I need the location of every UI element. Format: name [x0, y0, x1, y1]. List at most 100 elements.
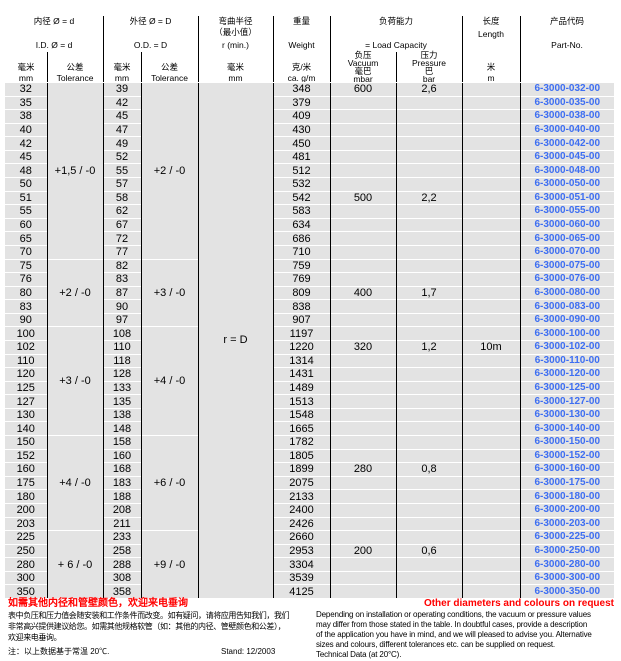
table-row: 100 +3 / -0 108 +4 / -0 1197 6-3000-100-00 [5, 326, 614, 436]
part-number-link[interactable]: 6-3000-065-00 [519, 231, 614, 246]
table-row: 75 +2 / -0 82 +3 / -0 759 6-3000-075-00 [5, 258, 614, 327]
part-number-link[interactable]: 6-3000-180-00 [519, 489, 614, 504]
part-number-link[interactable]: 6-3000-152-00 [519, 448, 614, 463]
part-number-link[interactable]: 6-3000-150-00 [519, 435, 614, 450]
part-number-link[interactable]: 6-3000-045-00 [519, 149, 614, 164]
id-tolerance-cell: +3 / -0 [46, 326, 103, 436]
length-cell [461, 136, 520, 151]
part-number-link[interactable]: 6-3000-250-00 [519, 543, 614, 558]
length-cell [461, 584, 520, 598]
od-tolerance-cell: +2 / -0 [140, 82, 198, 260]
part-number-link[interactable]: 6-3000-175-00 [519, 475, 614, 490]
part-number-link[interactable]: 6-3000-203-00 [519, 516, 614, 531]
vacuum-cell [329, 502, 396, 517]
id-mm-cell: 130 [5, 407, 47, 422]
length-cell [461, 326, 520, 341]
part-number-link[interactable]: 6-3000-051-00 [519, 190, 614, 205]
part-number-link[interactable]: 6-3000-055-00 [519, 204, 614, 219]
weight-cell: 710 [272, 244, 330, 260]
vacuum-cell [329, 353, 396, 368]
vacuum-cell [329, 489, 396, 504]
table-row: 280 288 3304 6-3000-280-00 [5, 557, 614, 572]
part-number-link[interactable]: 6-3000-110-00 [519, 353, 614, 368]
id-tolerance-cell: +1,5 / -0 [46, 82, 103, 260]
table-row: 200 208 2400 6-3000-200-00 [5, 502, 614, 517]
length-cell [461, 516, 520, 531]
pressure-cell [395, 367, 462, 382]
part-number-link[interactable]: 6-3000-070-00 [519, 244, 614, 260]
weight-cell: 1513 [272, 394, 330, 409]
od-mm-cell: 358 [102, 584, 141, 598]
pressure-cell [395, 244, 462, 260]
part-number-link[interactable]: 6-3000-120-00 [519, 367, 614, 382]
part-number-link[interactable]: 6-3000-050-00 [519, 177, 614, 192]
part-number-link[interactable]: 6-3000-300-00 [519, 570, 614, 585]
length-cell [461, 244, 520, 260]
part-number-link[interactable]: 6-3000-038-00 [519, 109, 614, 124]
part-number-link[interactable]: 6-3000-102-00 [519, 339, 614, 355]
weight-cell: 1489 [272, 380, 330, 395]
part-number-link[interactable]: 6-3000-127-00 [519, 394, 614, 409]
length-cell [461, 502, 520, 517]
pressure-cell: 0,6 [395, 543, 462, 558]
part-number-link[interactable]: 6-3000-130-00 [519, 407, 614, 422]
length-cell [461, 204, 520, 219]
table-row: 150 +4 / -0 158 +6 / -0 1782 6-3000-150-00 [5, 435, 614, 531]
id-mm-cell: 100 [5, 326, 47, 341]
part-number-link[interactable]: 6-3000-076-00 [519, 272, 614, 287]
id-mm-cell: 300 [5, 570, 47, 585]
pressure-cell: 0,8 [395, 462, 462, 477]
length-cell [461, 448, 520, 463]
part-number-link[interactable]: 6-3000-083-00 [519, 299, 614, 314]
part-number-link[interactable]: 6-3000-225-00 [519, 530, 614, 545]
weight-cell: 1548 [272, 407, 330, 422]
id-mm-cell: 250 [5, 543, 47, 558]
part-number-link[interactable]: 6-3000-350-00 [519, 584, 614, 598]
table-row: 55 62 583 6-3000-055-00 [5, 204, 614, 219]
length-cell [461, 109, 520, 124]
od-mm-cell: 160 [102, 448, 141, 463]
part-number-link[interactable]: 6-3000-125-00 [519, 380, 614, 395]
length-cell [461, 367, 520, 382]
id-mm-cell: 42 [5, 136, 47, 151]
od-mm-cell: 233 [102, 530, 141, 545]
part-number-link[interactable]: 6-3000-140-00 [519, 421, 614, 436]
id-mm-cell: 80 [5, 285, 47, 300]
part-number-link[interactable]: 6-3000-042-00 [519, 136, 614, 151]
part-number-link[interactable]: 6-3000-080-00 [519, 285, 614, 300]
pressure-cell [395, 231, 462, 246]
od-mm-cell: 148 [102, 421, 141, 436]
od-mm-cell: 42 [102, 95, 141, 110]
part-number-link[interactable]: 6-3000-100-00 [519, 326, 614, 341]
part-number-link[interactable]: 6-3000-048-00 [519, 163, 614, 178]
od-mm-cell: 52 [102, 149, 141, 164]
part-number-link[interactable]: 6-3000-075-00 [519, 258, 614, 273]
table-row: 225 + 6 / -0 233 +9 / -0 2660 6-3000-225-00 [5, 530, 614, 598]
pressure-cell [395, 149, 462, 164]
part-number-link[interactable]: 6-3000-035-00 [519, 95, 614, 110]
bend-header-cn2: （最小值） [214, 27, 257, 37]
id-mm-cell: 38 [5, 109, 47, 124]
od-mm-cell: 72 [102, 231, 141, 246]
weight-cell: 450 [272, 136, 330, 151]
part-number-link[interactable]: 6-3000-090-00 [519, 312, 614, 327]
pressure-cell [395, 122, 462, 137]
id-mm-cell: 350 [5, 584, 47, 598]
length-header-en: Length [478, 29, 504, 39]
od-mm-cell: 97 [102, 312, 141, 327]
od-header-cn: 外径 Ø = D [129, 16, 172, 26]
part-number-link[interactable]: 6-3000-160-00 [519, 462, 614, 477]
vacuum-cell [329, 448, 396, 463]
part-number-link[interactable]: 6-3000-040-00 [519, 122, 614, 137]
vacuum-cell [329, 231, 396, 246]
sub-id-tol: 公差 Tolerance [56, 62, 94, 83]
vacuum-cell [329, 380, 396, 395]
id-mm-cell: 90 [5, 312, 47, 327]
od-mm-cell: 83 [102, 272, 141, 287]
part-number-link[interactable]: 6-3000-060-00 [519, 217, 614, 232]
part-number-link[interactable]: 6-3000-280-00 [519, 557, 614, 572]
id-mm-cell: 51 [5, 190, 47, 205]
part-number-link[interactable]: 6-3000-032-00 [519, 82, 614, 97]
part-number-link[interactable]: 6-3000-200-00 [519, 502, 614, 517]
pressure-cell [395, 272, 462, 287]
